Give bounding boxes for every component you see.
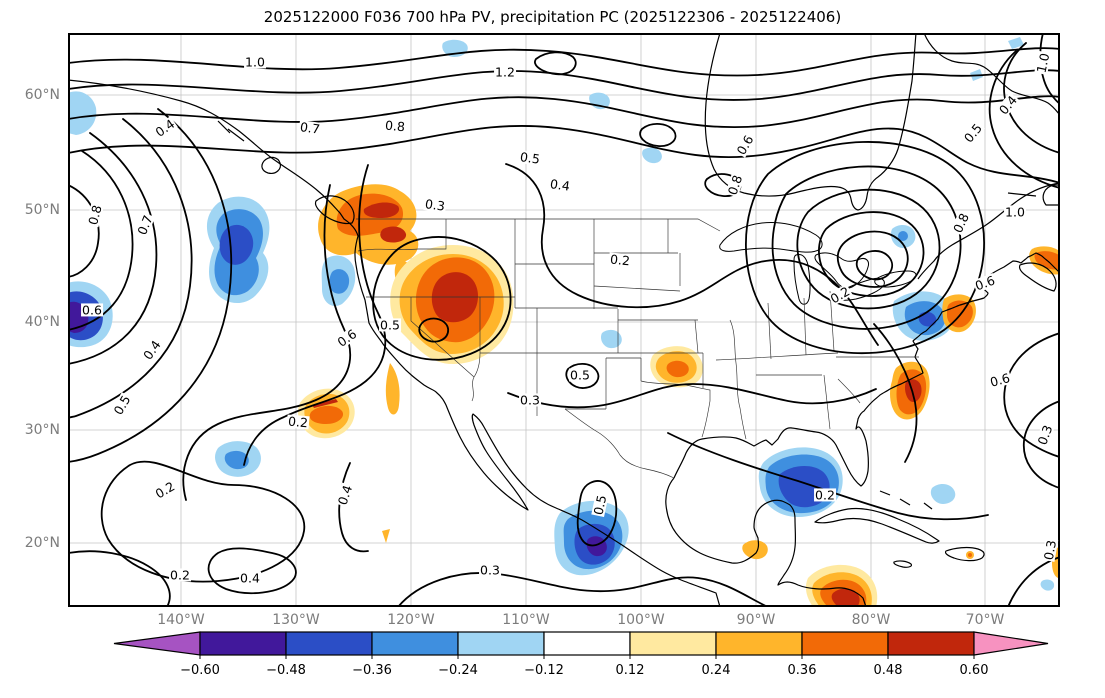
lon-tick-100w: 100°W	[617, 612, 665, 628]
colorbar	[113, 631, 1049, 659]
map-area: 1.0 1.2 0.4 0.7 0.8 0.5 0.4 0.6 0.8 0.5 0.4 1.0 0.8 0…	[68, 33, 1060, 607]
map-canvas	[68, 33, 1060, 607]
map-frame	[68, 33, 1060, 607]
colorbar-segment	[887, 631, 975, 656]
colorbar-tick-label: −0.12	[524, 663, 564, 678]
colorbar-tick-labels: −0.60 −0.48 −0.36 −0.24 −0.12 0.12 0.24 0.36 0.4…	[0, 663, 1105, 681]
lon-tick-110w: 110°W	[502, 612, 550, 628]
lat-tick-20n: 20°N	[24, 535, 60, 551]
lat-tick-50n: 50°N	[24, 202, 60, 218]
colorbar-segment	[457, 631, 545, 656]
colorbar-tick-label: 0.12	[615, 663, 645, 678]
colorbar-tick-label: −0.24	[438, 663, 478, 678]
precip-fill-blobs	[68, 37, 1060, 607]
colorbar-segment	[285, 631, 373, 656]
pv-contours	[68, 33, 1060, 607]
colorbar-segment	[801, 631, 889, 656]
lon-tick-70w: 70°W	[965, 612, 1005, 628]
colorbar-extend-arrow	[973, 631, 1049, 656]
lon-tick-90w: 90°W	[736, 612, 776, 628]
colorbar-tick-label: 0.48	[873, 663, 903, 678]
colorbar-tick-label: −0.60	[180, 663, 220, 678]
colorbar-segment	[199, 631, 287, 656]
lat-tick-60n: 60°N	[24, 87, 60, 103]
colorbar-segment	[543, 631, 631, 656]
chart-title: 2025122000 F036 700 hPa PV, precipitatio…	[263, 8, 842, 26]
colorbar-tick-label: 0.36	[787, 663, 817, 678]
lat-tick-40n: 40°N	[24, 314, 60, 330]
lon-tick-120w: 120°W	[387, 612, 435, 628]
coastlines	[68, 33, 1060, 607]
colorbar-tick-label: 0.60	[959, 663, 989, 678]
colorbar-segment	[629, 631, 717, 656]
lon-tick-140w: 140°W	[157, 612, 205, 628]
colorbar-segment	[371, 631, 459, 656]
colorbar-tick-label: −0.36	[352, 663, 392, 678]
lat-tick-30n: 30°N	[24, 422, 60, 438]
colorbar-tick-label: −0.48	[266, 663, 306, 678]
colorbar-segment	[715, 631, 803, 656]
lon-tick-130w: 130°W	[272, 612, 320, 628]
colorbar-extend-arrow	[113, 631, 201, 656]
state-borders	[356, 218, 919, 479]
colorbar-tick-label: 0.24	[701, 663, 731, 678]
lon-tick-80w: 80°W	[851, 612, 891, 628]
